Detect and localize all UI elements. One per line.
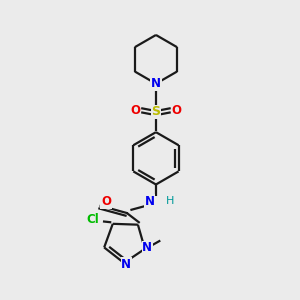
- Text: S: S: [152, 106, 160, 118]
- Text: N: N: [122, 258, 131, 271]
- Text: Cl: Cl: [87, 212, 100, 226]
- Text: N: N: [145, 195, 154, 208]
- Text: O: O: [131, 104, 141, 117]
- Text: N: N: [151, 77, 161, 90]
- Text: O: O: [101, 195, 111, 208]
- Text: N: N: [142, 241, 152, 254]
- Text: O: O: [171, 104, 181, 117]
- Text: H: H: [166, 196, 174, 206]
